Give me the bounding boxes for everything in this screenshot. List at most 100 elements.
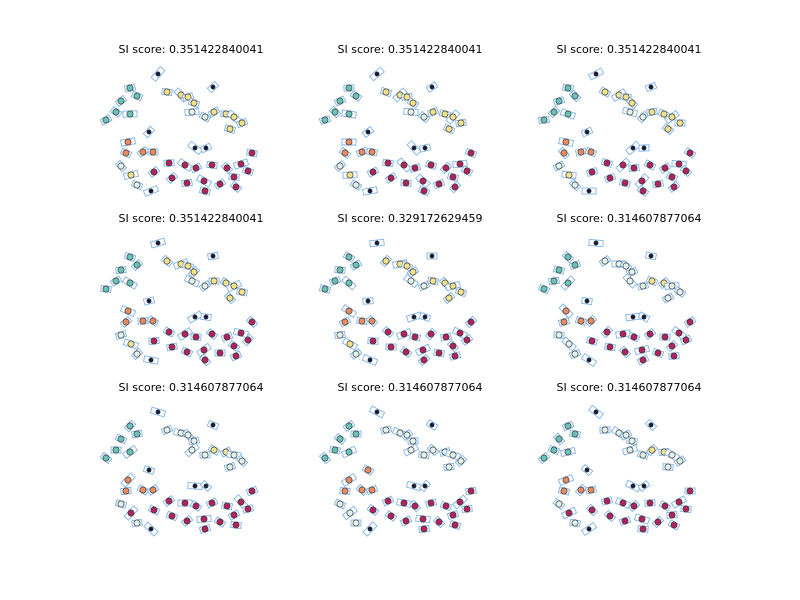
scatter-point bbox=[439, 500, 453, 512]
point-dot bbox=[646, 499, 654, 507]
point-dot bbox=[102, 285, 110, 293]
scatter-point bbox=[137, 317, 149, 325]
scatter-point bbox=[241, 504, 255, 514]
point-dot bbox=[192, 314, 198, 320]
scatter-point bbox=[633, 344, 651, 356]
scatter-point bbox=[673, 286, 687, 298]
scatter-point bbox=[448, 520, 462, 530]
scatter-point bbox=[119, 304, 137, 318]
point-dot bbox=[603, 497, 611, 505]
scatter-point bbox=[349, 90, 363, 102]
point-dot bbox=[661, 502, 669, 510]
point-dot bbox=[638, 346, 646, 354]
scatter-point bbox=[150, 66, 166, 82]
panel-title: SI score: 0.314607877064 bbox=[557, 381, 702, 394]
scatter-point bbox=[349, 259, 363, 271]
point-dot bbox=[668, 451, 676, 459]
scatter-point bbox=[184, 107, 200, 117]
scatter-point bbox=[114, 159, 128, 173]
point-dot bbox=[358, 317, 366, 325]
point-dot bbox=[403, 431, 411, 439]
scatter-point bbox=[636, 354, 650, 366]
scatter-point bbox=[460, 165, 474, 177]
scatter-point bbox=[245, 485, 259, 497]
scatter-point bbox=[415, 173, 431, 189]
point-dot bbox=[571, 430, 579, 438]
scatter-point bbox=[603, 172, 617, 184]
point-dot bbox=[203, 314, 209, 320]
scatter-point bbox=[223, 291, 237, 305]
point-dot bbox=[127, 340, 135, 348]
scatter-point bbox=[432, 178, 446, 190]
scatter-point bbox=[580, 353, 598, 367]
scatter-point bbox=[338, 316, 352, 328]
scatter-point bbox=[426, 252, 438, 260]
point-dot bbox=[124, 138, 132, 146]
point-dot bbox=[682, 167, 690, 175]
scatter-point bbox=[625, 266, 639, 278]
scatter-point bbox=[361, 126, 375, 138]
scatter-point bbox=[366, 503, 380, 517]
scatter-point bbox=[365, 484, 379, 496]
scatter-point bbox=[663, 109, 681, 125]
scatter-point bbox=[646, 107, 658, 117]
point-dot bbox=[124, 476, 132, 484]
scatter-point bbox=[665, 171, 679, 183]
scatter-point bbox=[395, 328, 413, 340]
point-dot bbox=[584, 298, 590, 304]
scatter-point bbox=[559, 446, 577, 458]
scatter-point bbox=[580, 521, 598, 537]
point-dot bbox=[621, 179, 629, 187]
scatter-point bbox=[624, 479, 642, 493]
scatter-point bbox=[406, 266, 420, 278]
point-dot bbox=[584, 129, 590, 135]
scatter-point bbox=[350, 519, 362, 527]
point-dot bbox=[463, 505, 471, 513]
point-dot bbox=[586, 526, 592, 532]
point-dot bbox=[555, 97, 563, 105]
point-dot bbox=[449, 451, 457, 459]
scatter-point bbox=[584, 485, 598, 495]
scatter-point bbox=[100, 285, 112, 293]
scatter-point bbox=[674, 119, 686, 127]
point-dot bbox=[124, 307, 132, 315]
scatter-point bbox=[537, 283, 551, 295]
scatter-point bbox=[464, 147, 478, 159]
scatter-point bbox=[136, 146, 150, 158]
scatter-point bbox=[130, 90, 144, 102]
point-dot bbox=[654, 518, 662, 526]
scatter-point bbox=[245, 148, 259, 158]
scatter-point bbox=[235, 454, 249, 468]
point-dot bbox=[586, 357, 592, 363]
scatter-point bbox=[369, 66, 385, 82]
scatter-point bbox=[122, 338, 140, 350]
point-dot bbox=[639, 525, 647, 533]
point-dot bbox=[133, 350, 141, 358]
scatter-point bbox=[400, 179, 412, 187]
scatter-point bbox=[568, 348, 582, 360]
point-dot bbox=[230, 511, 238, 519]
point-dot bbox=[201, 451, 209, 459]
scatter-point bbox=[235, 117, 249, 129]
point-dot bbox=[676, 457, 684, 465]
point-dot bbox=[112, 108, 120, 116]
point-dot bbox=[449, 113, 457, 121]
scatter-point bbox=[396, 498, 412, 508]
scatter-point bbox=[349, 179, 363, 191]
scatter-point bbox=[671, 160, 687, 168]
point-dot bbox=[411, 333, 419, 341]
scatter-point bbox=[318, 451, 332, 465]
scatter-point bbox=[568, 259, 582, 271]
scatter-point bbox=[214, 349, 226, 357]
scatter-point bbox=[588, 404, 604, 420]
scatter-point bbox=[673, 455, 687, 467]
point-dot bbox=[223, 164, 231, 172]
scatter-point bbox=[568, 89, 582, 103]
scatter-point bbox=[644, 81, 658, 93]
scatter-point bbox=[143, 521, 159, 537]
point-dot bbox=[248, 318, 256, 326]
point-dot bbox=[230, 173, 238, 181]
scatter-panel bbox=[99, 406, 259, 537]
point-dot bbox=[660, 110, 668, 118]
scatter-point bbox=[362, 186, 378, 196]
